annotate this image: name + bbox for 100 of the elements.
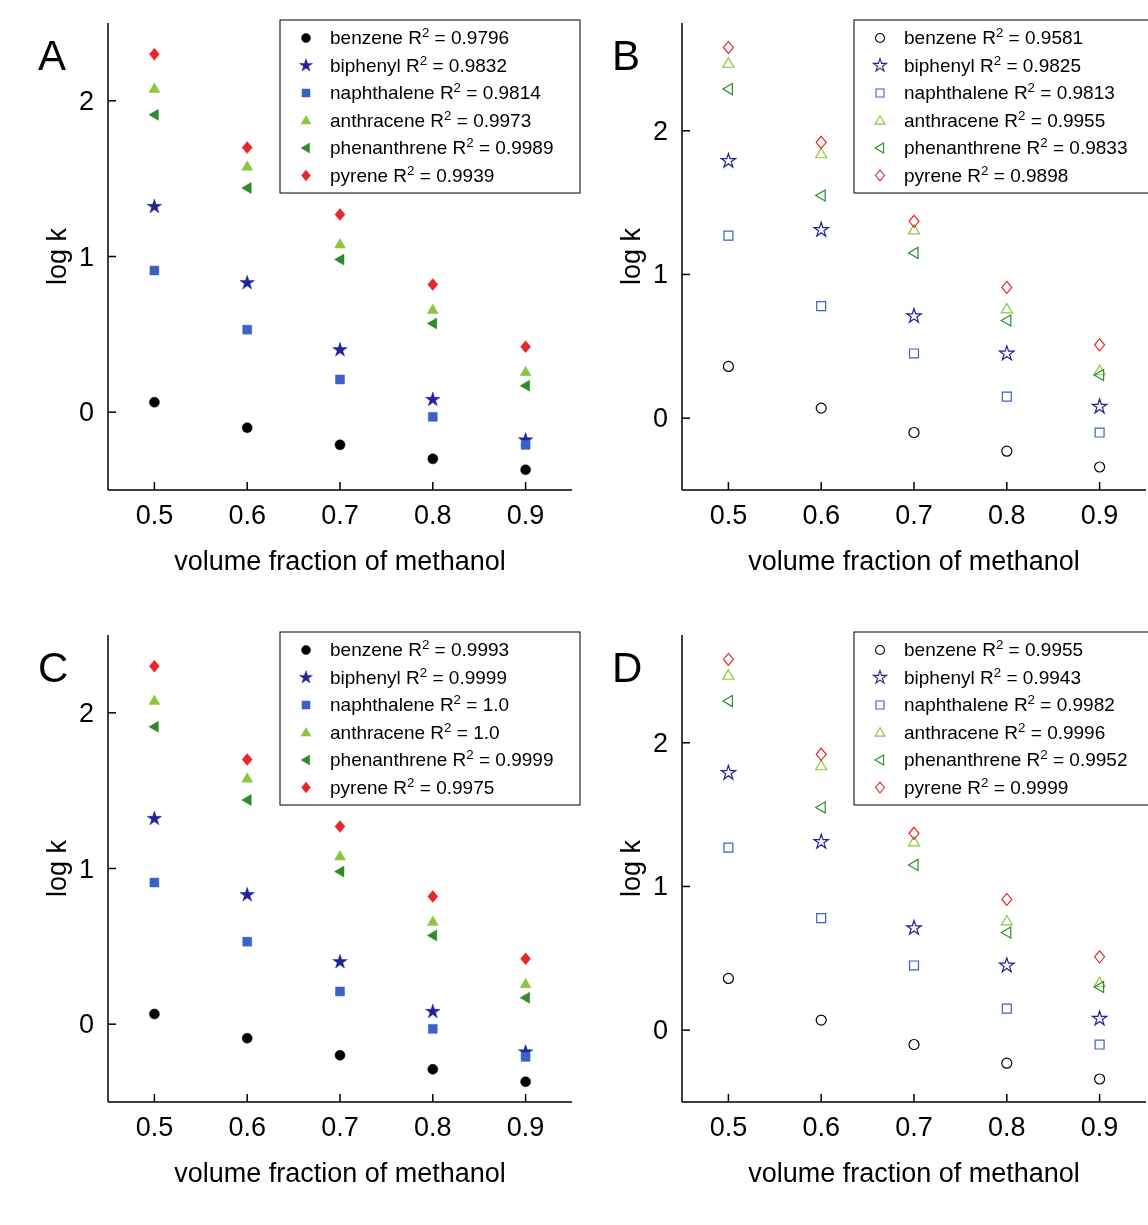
legend-label: biphenyl R$^{2}$ = 0.9832 bbox=[330, 52, 507, 76]
x-tick-label: 0.6 bbox=[802, 500, 840, 530]
point bbox=[908, 426, 920, 439]
x-tick-label: 0.9 bbox=[1080, 1112, 1119, 1142]
point bbox=[722, 652, 734, 667]
point bbox=[520, 1052, 531, 1062]
point bbox=[242, 324, 252, 335]
legend-label: anthracene R$^{2}$ = 0.9955 bbox=[904, 107, 1106, 131]
point bbox=[1000, 914, 1013, 926]
point bbox=[1001, 892, 1013, 906]
point bbox=[1001, 1057, 1013, 1069]
x-tick-label: 0.5 bbox=[135, 1112, 174, 1142]
x-tick-label: 0.6 bbox=[228, 500, 266, 530]
x-tick-label: 0.6 bbox=[802, 1112, 840, 1142]
point bbox=[519, 379, 530, 392]
x-tick-label: 0.8 bbox=[414, 1112, 452, 1142]
x-tick-label: 0.5 bbox=[709, 500, 748, 530]
legend-label: benzene R$^{2}$ = 0.9581 bbox=[904, 24, 1084, 48]
chart-title: C bbox=[38, 644, 69, 691]
point bbox=[519, 991, 530, 1004]
point bbox=[519, 365, 532, 376]
point bbox=[332, 954, 348, 969]
point bbox=[722, 360, 734, 373]
point bbox=[1001, 445, 1013, 457]
point bbox=[241, 422, 253, 433]
point bbox=[906, 919, 922, 935]
point bbox=[816, 913, 827, 924]
x-tick-label: 0.7 bbox=[321, 1112, 359, 1142]
y-axis-title: log k bbox=[616, 227, 646, 286]
point bbox=[722, 972, 734, 985]
point bbox=[334, 253, 345, 266]
point bbox=[722, 695, 733, 708]
point bbox=[149, 1008, 160, 1020]
x-tick-label: 0.5 bbox=[135, 500, 174, 530]
point bbox=[815, 147, 828, 159]
point bbox=[149, 47, 160, 61]
y-tick-label: 1 bbox=[78, 241, 94, 272]
legend-label: anthracene R$^{2}$ = 0.9996 bbox=[904, 719, 1106, 743]
legend-label: biphenyl R$^{2}$ = 0.9825 bbox=[904, 52, 1081, 76]
point bbox=[906, 307, 922, 323]
point bbox=[723, 842, 734, 853]
point bbox=[520, 952, 531, 966]
point bbox=[332, 342, 348, 357]
legend-label: phenanthrene R$^{2}$ = 0.9999 bbox=[330, 746, 554, 770]
point bbox=[428, 1024, 438, 1034]
legend-label: phenanthrene R$^{2}$ = 0.9952 bbox=[904, 746, 1128, 770]
x-tick-label: 0.9 bbox=[506, 1112, 545, 1142]
y-axis-title: log k bbox=[42, 227, 72, 286]
point bbox=[149, 877, 160, 888]
point bbox=[1091, 398, 1108, 414]
point bbox=[1094, 427, 1105, 438]
point bbox=[334, 439, 346, 451]
point bbox=[334, 865, 345, 878]
y-tick-label: 0 bbox=[652, 403, 668, 434]
point bbox=[907, 246, 919, 260]
point bbox=[241, 1032, 253, 1044]
point bbox=[908, 1038, 920, 1051]
point bbox=[908, 214, 920, 228]
point bbox=[241, 772, 253, 783]
point bbox=[908, 960, 920, 971]
y-tick-label: 0 bbox=[78, 1009, 94, 1040]
legend-label: naphthalene R$^{2}$ = 0.9813 bbox=[904, 79, 1115, 103]
point bbox=[149, 396, 160, 408]
point bbox=[239, 887, 255, 902]
point bbox=[334, 850, 346, 861]
y-axis-title: log k bbox=[42, 839, 72, 898]
point bbox=[815, 747, 827, 761]
y-tick-label: 1 bbox=[78, 853, 94, 884]
y-tick-label: 2 bbox=[652, 115, 668, 146]
point bbox=[1094, 1073, 1106, 1085]
y-tick-label: 0 bbox=[78, 397, 94, 428]
x-axis-title: volume fraction of methanol bbox=[748, 546, 1080, 576]
point bbox=[1001, 280, 1013, 294]
point bbox=[1000, 314, 1012, 327]
point bbox=[146, 198, 162, 214]
point bbox=[1001, 391, 1012, 402]
point bbox=[149, 659, 160, 673]
point bbox=[335, 986, 345, 997]
point bbox=[723, 230, 734, 241]
point bbox=[427, 317, 438, 330]
point bbox=[427, 929, 438, 942]
x-tick-label: 0.8 bbox=[988, 500, 1026, 530]
point bbox=[1093, 364, 1106, 376]
legend-label: benzene R$^{2}$ = 0.9993 bbox=[330, 636, 510, 660]
x-tick-label: 0.7 bbox=[895, 500, 933, 530]
point bbox=[427, 303, 439, 314]
point bbox=[425, 1003, 441, 1019]
point bbox=[427, 915, 439, 926]
point bbox=[815, 189, 826, 202]
point bbox=[1093, 368, 1105, 382]
point bbox=[241, 753, 253, 766]
legend-label: biphenyl R$^{2}$ = 0.9999 bbox=[330, 664, 507, 688]
point bbox=[1000, 302, 1013, 314]
x-axis-title: volume fraction of methanol bbox=[748, 1158, 1080, 1188]
point bbox=[1094, 950, 1106, 964]
point bbox=[520, 464, 531, 475]
point bbox=[1001, 1003, 1012, 1014]
point bbox=[816, 301, 827, 312]
point bbox=[334, 238, 346, 249]
point bbox=[148, 694, 161, 705]
